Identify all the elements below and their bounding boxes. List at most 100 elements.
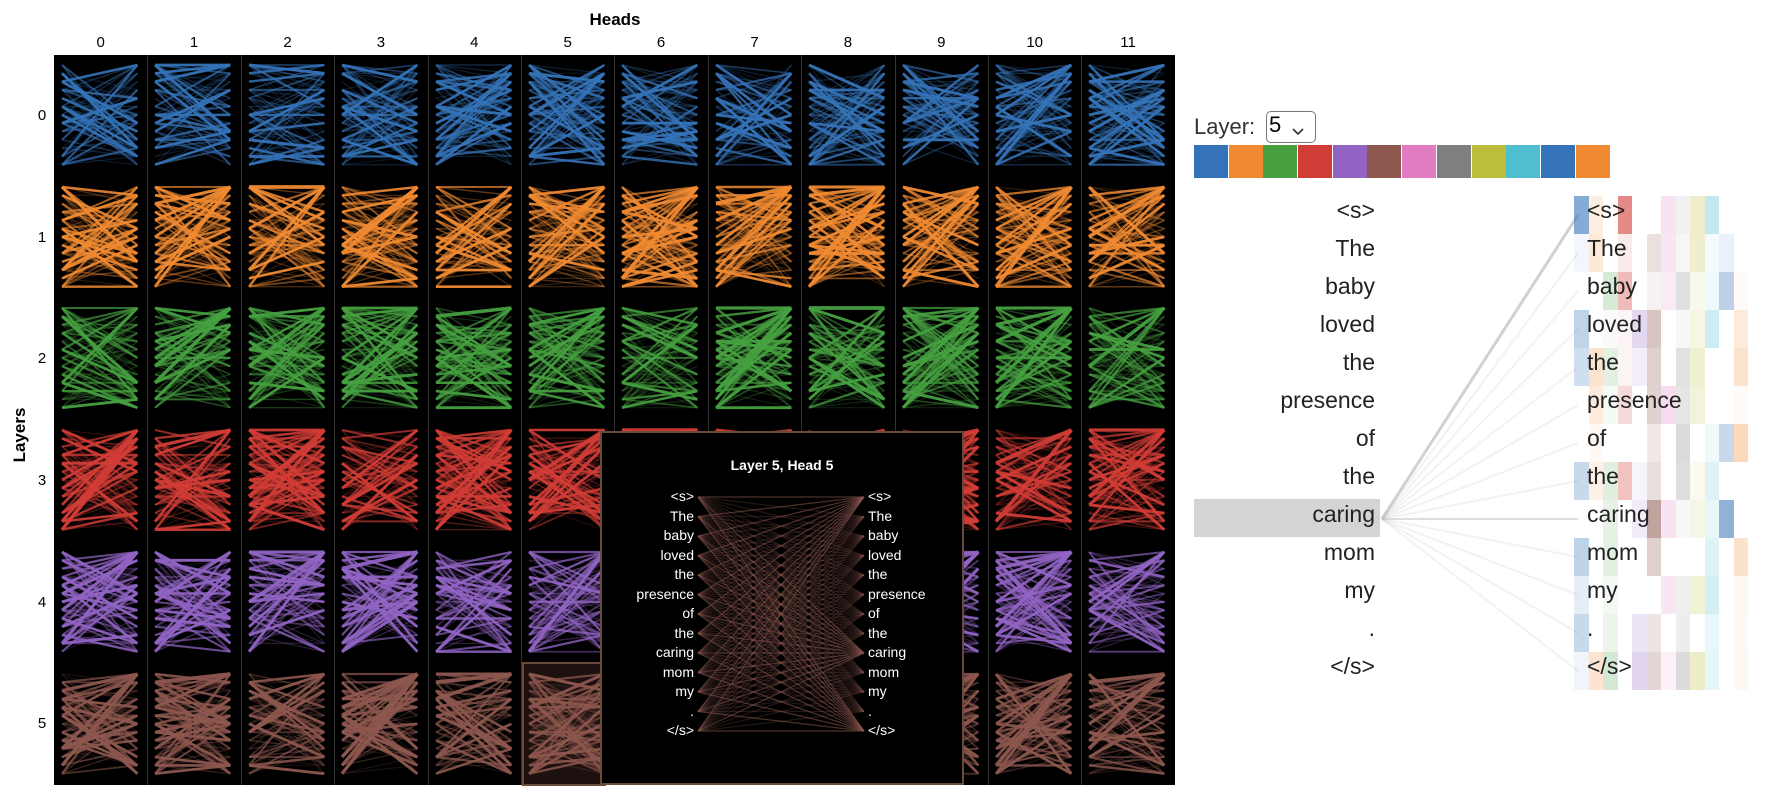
attention-thumbnail-l1-h0[interactable] bbox=[54, 177, 147, 299]
attention-thumbnail-l2-h3[interactable] bbox=[334, 298, 427, 420]
attention-thumbnail-l3-h10[interactable] bbox=[988, 420, 1081, 542]
attention-thumbnail-l1-h3[interactable] bbox=[334, 177, 427, 299]
attention-thumbnail-l1-h1[interactable] bbox=[147, 177, 240, 299]
attention-line bbox=[155, 390, 231, 401]
attention-line bbox=[342, 324, 418, 335]
attention-line bbox=[434, 202, 512, 288]
attention-line bbox=[341, 260, 418, 280]
attention-thumbnail-l0-h2[interactable] bbox=[241, 55, 334, 177]
attention-line bbox=[621, 324, 699, 409]
attention-line bbox=[901, 185, 979, 271]
attention-thumbnail-l1-h6[interactable] bbox=[614, 177, 707, 299]
attention-thumbnail-l0-h7[interactable] bbox=[708, 55, 801, 177]
attention-line bbox=[154, 592, 232, 653]
attention-line bbox=[1089, 487, 1166, 523]
attention-line bbox=[995, 398, 1072, 410]
attention-thumbnail-l2-h8[interactable] bbox=[801, 298, 894, 420]
attention-thumbnail-l2-h9[interactable] bbox=[895, 298, 988, 420]
attention-line bbox=[155, 739, 231, 749]
attention-thumbnail-l3-h11[interactable] bbox=[1081, 420, 1174, 542]
attention-thumbnail-l0-h3[interactable] bbox=[334, 55, 427, 177]
attention-thumbnail-l3-h3[interactable] bbox=[334, 420, 427, 542]
attention-thumbnail-l3-h1[interactable] bbox=[147, 420, 240, 542]
attention-thumbnail-l0-h6[interactable] bbox=[614, 55, 707, 177]
attention-line bbox=[61, 382, 138, 409]
attention-thumbnail-l4-h0[interactable] bbox=[54, 542, 147, 664]
attention-line bbox=[61, 147, 138, 166]
attention-thumbnail-l1-h8[interactable] bbox=[801, 177, 894, 299]
attention-line bbox=[248, 81, 325, 157]
attention-thumbnail-l4-h2[interactable] bbox=[241, 542, 334, 664]
attention-thumbnail-l2-h10[interactable] bbox=[988, 298, 1081, 420]
attention-thumbnail-l5-h10[interactable] bbox=[988, 664, 1081, 786]
attention-thumbnail-l5-h4[interactable] bbox=[428, 664, 521, 786]
attention-thumbnail-l0-h1[interactable] bbox=[147, 55, 240, 177]
attention-line bbox=[1089, 471, 1166, 506]
attention-thumbnail-l1-h4[interactable] bbox=[428, 177, 521, 299]
attention-line bbox=[808, 89, 886, 166]
attention-line bbox=[154, 348, 232, 385]
attention-thumbnail-l2-h7[interactable] bbox=[708, 298, 801, 420]
attention-thumbnail-l1-h7[interactable] bbox=[708, 177, 801, 299]
attention-line bbox=[902, 72, 979, 141]
attention-thumbnail-l0-h11[interactable] bbox=[1081, 55, 1174, 177]
attention-line bbox=[622, 307, 699, 335]
attention-thumbnail-l1-h9[interactable] bbox=[895, 177, 988, 299]
attention-thumbnail-l2-h11[interactable] bbox=[1081, 298, 1174, 420]
attention-thumbnail-l3-h4[interactable] bbox=[428, 420, 521, 542]
attention-thumbnail-l0-h5[interactable] bbox=[521, 55, 614, 177]
attention-thumbnail-l2-h4[interactable] bbox=[428, 298, 521, 420]
attention-line bbox=[61, 747, 138, 774]
attention-line bbox=[995, 332, 1072, 376]
attention-thumbnail-l3-h5[interactable] bbox=[521, 420, 614, 542]
attention-thumbnail-l0-h8[interactable] bbox=[801, 55, 894, 177]
attention-thumbnail-l0-h0[interactable] bbox=[54, 55, 147, 177]
attention-line bbox=[622, 185, 698, 197]
attention-line bbox=[342, 89, 418, 108]
attention-thumbnail-l1-h11[interactable] bbox=[1081, 177, 1174, 299]
attention-line bbox=[155, 382, 231, 401]
attention-line bbox=[809, 185, 885, 197]
attention-thumbnail-l4-h1[interactable] bbox=[147, 542, 240, 664]
attention-line bbox=[435, 559, 512, 619]
attention-line bbox=[155, 139, 231, 157]
attention-thumbnail-l0-h10[interactable] bbox=[988, 55, 1081, 177]
attention-line bbox=[248, 357, 325, 410]
attention-line bbox=[715, 64, 792, 132]
attention-thumbnail-l1-h5[interactable] bbox=[521, 177, 614, 299]
attention-thumbnail-l3-h0[interactable] bbox=[54, 420, 147, 542]
attention-thumbnail-l2-h1[interactable] bbox=[147, 298, 240, 420]
attention-line bbox=[995, 72, 1072, 141]
attention-line bbox=[61, 72, 138, 141]
attention-line bbox=[341, 114, 418, 141]
attention-line bbox=[1088, 559, 1166, 628]
attention-line bbox=[61, 88, 138, 100]
attention-thumbnail-l2-h5[interactable] bbox=[521, 298, 614, 420]
attention-line bbox=[341, 478, 419, 523]
attention-thumbnail-l3-h2[interactable] bbox=[241, 420, 334, 542]
attention-thumbnail-l1-h2[interactable] bbox=[241, 177, 334, 299]
attention-thumbnail-l4-h11[interactable] bbox=[1081, 542, 1174, 664]
attention-thumbnail-l4-h5[interactable] bbox=[521, 542, 614, 664]
attention-thumbnail-l2-h6[interactable] bbox=[614, 298, 707, 420]
attention-thumbnail-l4-h10[interactable] bbox=[988, 542, 1081, 664]
attention-line bbox=[248, 382, 325, 401]
attention-line bbox=[247, 185, 326, 271]
attention-thumbnail-l0-h4[interactable] bbox=[428, 55, 521, 177]
attention-thumbnail-l2-h2[interactable] bbox=[241, 298, 334, 420]
attention-thumbnail-l1-h10[interactable] bbox=[988, 177, 1081, 299]
attention-line bbox=[1089, 600, 1165, 612]
attention-thumbnail-l5-h3[interactable] bbox=[334, 664, 427, 786]
attention-thumbnail-l0-h9[interactable] bbox=[895, 55, 988, 177]
attention-line bbox=[715, 97, 792, 166]
attention-line bbox=[1089, 357, 1166, 401]
attention-thumbnail-l4-h3[interactable] bbox=[334, 542, 427, 664]
attention-thumbnail-l2-h0[interactable] bbox=[54, 298, 147, 420]
attention-thumbnail-l5-h5[interactable] bbox=[521, 664, 614, 786]
attention-thumbnail-l5-h2[interactable] bbox=[241, 664, 334, 786]
attention-thumbnail-l4-h4[interactable] bbox=[428, 542, 521, 664]
attention-thumbnail-l5-h0[interactable] bbox=[54, 664, 147, 786]
attention-thumbnail-l5-h1[interactable] bbox=[147, 664, 240, 786]
attention-line bbox=[342, 504, 418, 514]
attention-line bbox=[435, 617, 512, 636]
